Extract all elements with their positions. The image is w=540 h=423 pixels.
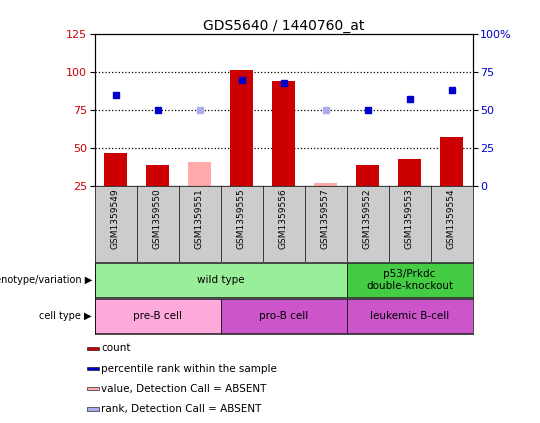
Text: genotype/variation ▶: genotype/variation ▶ — [0, 275, 92, 285]
Text: wild type: wild type — [197, 275, 244, 285]
Text: GSM1359557: GSM1359557 — [321, 188, 330, 249]
Bar — [87, 346, 99, 350]
Bar — [272, 81, 295, 186]
Text: GSM1359554: GSM1359554 — [447, 188, 456, 249]
Bar — [220, 299, 347, 333]
Text: GSM1359549: GSM1359549 — [111, 188, 120, 249]
Text: rank, Detection Call = ABSENT: rank, Detection Call = ABSENT — [101, 404, 261, 414]
Bar — [104, 153, 127, 186]
Text: GSM1359555: GSM1359555 — [237, 188, 246, 249]
Bar — [146, 165, 169, 186]
Bar — [398, 159, 421, 186]
Text: cell type ▶: cell type ▶ — [39, 311, 92, 321]
Text: p53/Prkdc
double-knockout: p53/Prkdc double-knockout — [366, 269, 453, 291]
Bar — [94, 299, 220, 333]
Text: value, Detection Call = ABSENT: value, Detection Call = ABSENT — [101, 384, 267, 394]
Title: GDS5640 / 1440760_at: GDS5640 / 1440760_at — [203, 19, 364, 33]
Bar — [230, 70, 253, 186]
Text: count: count — [101, 343, 131, 354]
Bar — [188, 162, 211, 186]
Bar — [440, 137, 463, 186]
Text: percentile rank within the sample: percentile rank within the sample — [101, 363, 277, 374]
Bar — [87, 407, 99, 411]
Bar — [356, 165, 379, 186]
Bar — [94, 263, 347, 297]
Text: GSM1359556: GSM1359556 — [279, 188, 288, 249]
Bar — [347, 299, 472, 333]
Text: leukemic B-cell: leukemic B-cell — [370, 311, 449, 321]
Text: GSM1359552: GSM1359552 — [363, 188, 372, 249]
Bar — [87, 387, 99, 390]
Text: GSM1359551: GSM1359551 — [195, 188, 204, 249]
Bar — [314, 183, 337, 186]
Text: GSM1359553: GSM1359553 — [405, 188, 414, 249]
Bar — [87, 367, 99, 371]
Text: pro-B cell: pro-B cell — [259, 311, 308, 321]
Text: pre-B cell: pre-B cell — [133, 311, 182, 321]
Text: GSM1359550: GSM1359550 — [153, 188, 162, 249]
Bar — [347, 263, 472, 297]
